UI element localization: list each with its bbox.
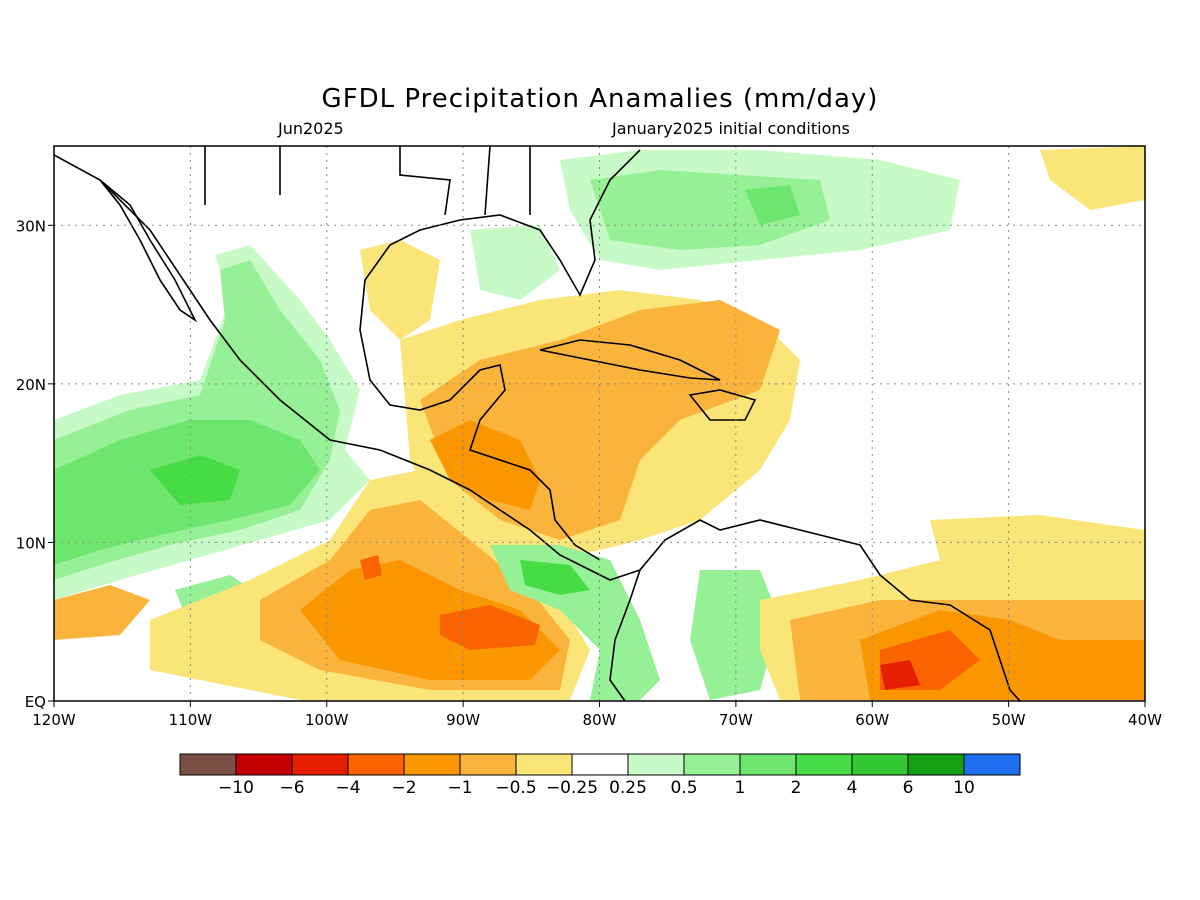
lat-tick-label: 30N [16, 217, 46, 235]
lon-tick-label: 50W [992, 711, 1026, 729]
colorbar-label: −10 [218, 778, 254, 798]
chart-title: GFDL Precipitation Anamalies (mm/day) [321, 84, 879, 114]
epac-dry-strong [300, 560, 560, 680]
colorbar-label: 6 [903, 778, 914, 798]
colorbar-swatch [907, 753, 965, 776]
colorbar-label: 10 [953, 778, 975, 798]
colorbar-swatch [403, 753, 461, 776]
lon-tick-label: 40W [1128, 711, 1162, 729]
lon-tick-label: 120W [32, 711, 76, 729]
colorbar-label: −0.25 [546, 778, 598, 798]
hispaniola [688, 389, 757, 421]
westpac-dry [54, 585, 150, 640]
lat-ticks: EQ 10N 20N 30N [16, 217, 54, 711]
colorbar-label: −2 [391, 778, 416, 798]
lon-tick-label: 90W [446, 711, 480, 729]
colorbar-swatch [627, 753, 685, 776]
colorbar-label: 0.5 [670, 778, 697, 798]
us-borders [204, 146, 531, 216]
anomaly-field [54, 146, 1145, 700]
gulf-dry [360, 240, 440, 340]
lon-tick-label: 70W [719, 711, 753, 729]
gulf-north-wet [470, 225, 560, 300]
lon-tick-label: 100W [305, 711, 349, 729]
pacific-wet-core [150, 455, 240, 505]
colorbar-label: −4 [335, 778, 360, 798]
colombia-wet [690, 570, 780, 700]
colorbar-swatch [795, 753, 853, 776]
central-america-dry [430, 420, 540, 510]
colorbar-swatch [851, 753, 909, 776]
colorbar-label: −6 [279, 778, 304, 798]
mexico-pacific-coast [54, 154, 641, 581]
lat-tick-label: 10N [16, 534, 46, 552]
colorbar-label: −0.5 [495, 778, 536, 798]
forecast-month: Jun2025 [278, 119, 344, 138]
lat-tick-label: 20N [16, 376, 46, 394]
guiana-dry-peak [880, 660, 920, 690]
colorbar-label: 2 [791, 778, 802, 798]
epac-dry-spot [360, 555, 382, 580]
lon-tick-label: 110W [169, 711, 213, 729]
epac-dry-core [440, 605, 540, 650]
colorbar-swatch [515, 753, 573, 776]
colorbar: −10 −6 −4 −2 −1 −0.5 −0.25 0.25 0.5 1 2 4 6 10 [179, 753, 1021, 798]
atlantic-north-core [745, 185, 800, 225]
south-america-west-coast [609, 569, 641, 701]
cuba [539, 339, 721, 381]
lon-tick-label: 80W [583, 711, 617, 729]
colorbar-swatch [347, 753, 405, 776]
colorbar-label: 1 [735, 778, 746, 798]
colorbar-swatch [179, 753, 237, 776]
coastlines [54, 146, 1021, 701]
colorbar-swatch [739, 753, 797, 776]
south-america-north-coast [639, 519, 1021, 701]
lon-ticks: 120W 110W 100W 90W 80W 70W 60W 50W 40W [32, 701, 1162, 729]
colorbar-swatch [235, 753, 293, 776]
grid [54, 146, 1145, 701]
colorbar-label: 0.25 [609, 778, 647, 798]
colorbar-swatch [291, 753, 349, 776]
lon-tick-label: 60W [855, 711, 889, 729]
colorbar-swatch [459, 753, 517, 776]
colorbar-swatch [571, 753, 629, 776]
colorbar-label: 4 [847, 778, 858, 798]
colorbar-swatch [963, 753, 1021, 776]
initial-conditions: January2025 initial conditions [612, 119, 850, 138]
gulf-coast [359, 149, 641, 561]
panama-wet-core [520, 560, 590, 595]
colorbar-label: −1 [447, 778, 472, 798]
baja-california [99, 179, 198, 323]
colorbar-swatch [683, 753, 741, 776]
atlantic-dry [930, 515, 1145, 580]
lat-tick-label: EQ [25, 693, 46, 711]
northeast-dry [1040, 146, 1145, 210]
